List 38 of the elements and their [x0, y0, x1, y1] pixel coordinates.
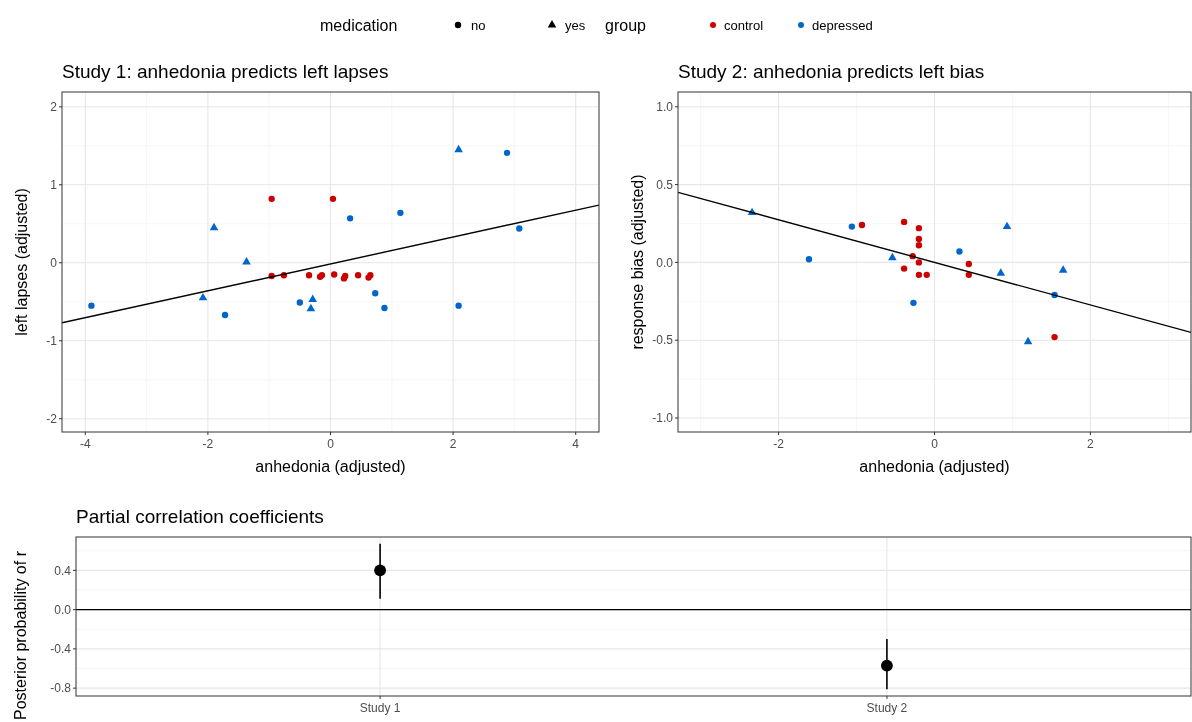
- text: no: [471, 17, 486, 33]
- chart-title: Study 1: anhedonia predicts left lapses: [62, 61, 389, 82]
- y-tick-label: 2: [50, 100, 58, 115]
- text: medication: [320, 16, 398, 34]
- y-axis-title: left lapses (adjusted): [13, 188, 30, 336]
- x-axis-title: anhedonia (adjusted): [859, 458, 1010, 475]
- y-tick-label: -1.0: [652, 411, 674, 426]
- legend-label: control: [724, 17, 764, 33]
- chart-title: Study 2: anhedonia predicts left bias: [678, 61, 985, 82]
- x-tick-label: -2: [202, 437, 214, 451]
- x-tick-label: 4: [572, 437, 580, 451]
- text: yes: [565, 17, 586, 33]
- x-tick-label: -4: [79, 437, 91, 451]
- y-tick-label: -0.8: [50, 681, 72, 696]
- y-tick-label: -0.5: [652, 333, 674, 348]
- x-tick-label: Study 2: [866, 701, 908, 715]
- x-tick-label: 0: [327, 437, 335, 451]
- x-tick-label: Study 1: [359, 701, 401, 715]
- legend-title: group: [605, 16, 647, 34]
- x-tick-label: 0: [931, 437, 939, 451]
- x-axis-title: anhedonia (adjusted): [255, 458, 406, 475]
- y-tick-label: 0.0: [54, 602, 72, 617]
- y-tick-label: -2: [46, 411, 58, 426]
- y-tick-label: -0.4: [50, 642, 72, 657]
- y-axis-title: Posterior probability of r: [12, 550, 29, 720]
- x-tick-label: 2: [1087, 437, 1095, 451]
- y-axis-title: response bias (adjusted): [629, 174, 646, 350]
- x-tick-label: 2: [449, 437, 457, 451]
- y-tick-label: 1.0: [656, 99, 674, 114]
- x-tick-label: -2: [773, 437, 785, 451]
- y-tick-label: 0.4: [54, 563, 72, 578]
- y-tick-label: 0: [50, 255, 58, 270]
- chart-title: Partial correlation coefficients: [76, 506, 324, 527]
- y-tick-label: -1: [46, 333, 58, 348]
- y-tick-label: 0.0: [656, 255, 674, 270]
- legend-label: depressed: [812, 17, 873, 33]
- y-tick-label: 1: [50, 178, 58, 192]
- y-tick-label: 0.5: [656, 177, 674, 192]
